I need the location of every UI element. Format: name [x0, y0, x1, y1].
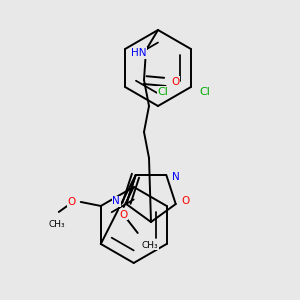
Text: CH₃: CH₃ — [142, 241, 158, 250]
Text: O: O — [120, 210, 128, 220]
Text: HN: HN — [131, 48, 147, 58]
Text: N: N — [172, 172, 180, 182]
Text: O: O — [182, 196, 190, 206]
Text: Cl: Cl — [200, 87, 210, 97]
Text: O: O — [171, 77, 179, 87]
Text: N: N — [112, 196, 120, 206]
Text: CH₃: CH₃ — [49, 220, 65, 229]
Text: Cl: Cl — [158, 87, 168, 97]
Text: O: O — [68, 197, 76, 207]
